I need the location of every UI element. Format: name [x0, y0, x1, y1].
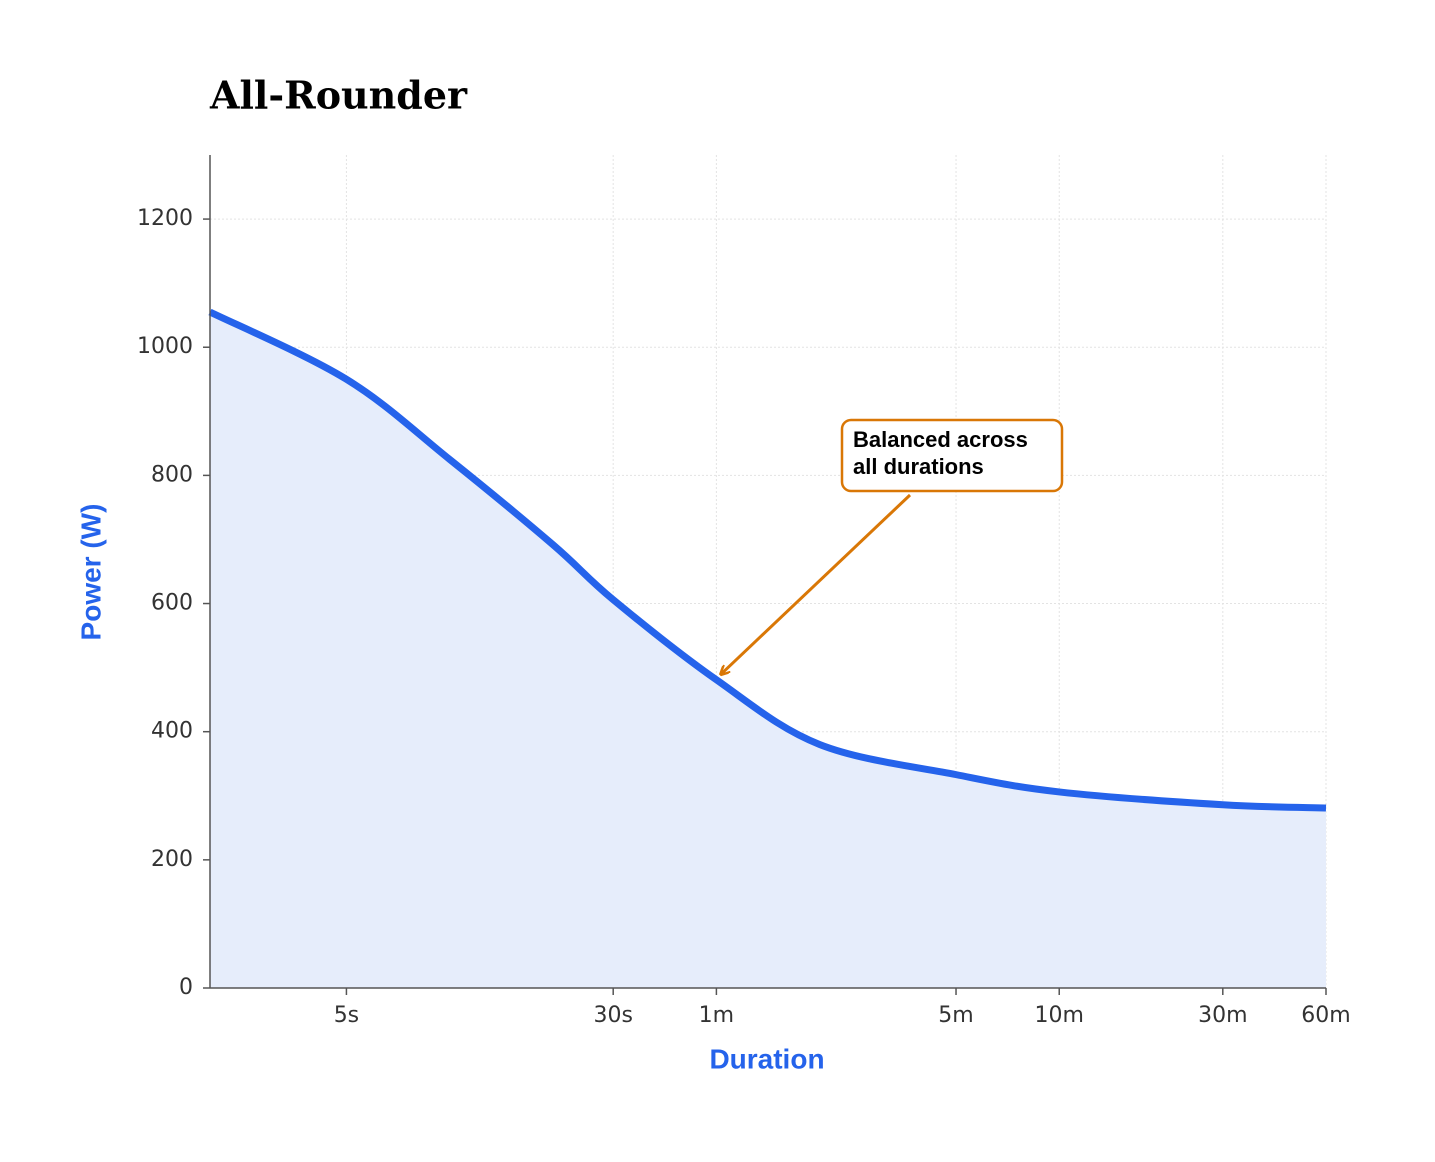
x-tick-label: 10m	[1035, 1003, 1084, 1028]
y-tick-label: 0	[179, 975, 193, 1000]
x-tick-label: 5s	[334, 1003, 359, 1028]
y-tick-label: 400	[151, 719, 193, 744]
y-tick-label: 200	[151, 847, 193, 872]
chart-title: All-Rounder	[209, 73, 468, 118]
area-fill	[210, 311, 1326, 988]
y-tick-label: 600	[151, 591, 193, 616]
x-tick-label: 1m	[699, 1003, 734, 1028]
annotation-arrow	[721, 493, 912, 674]
x-axis-label: Duration	[709, 1043, 824, 1074]
annotation-box	[840, 418, 1064, 493]
y-tick-label: 1200	[137, 206, 193, 231]
annotation-text: all durations	[853, 454, 984, 479]
x-tick-label: 60m	[1301, 1003, 1350, 1028]
y-tick-label: 800	[151, 462, 193, 487]
x-tick-label: 30m	[1198, 1003, 1247, 1028]
x-tick-label: 30s	[593, 1003, 632, 1028]
x-tick-label: 5m	[938, 1003, 973, 1028]
annotation-text: Balanced across	[853, 427, 1028, 452]
y-tick-label: 1000	[137, 334, 193, 359]
line	[208, 308, 1327, 812]
y-axis-label: Power (W)	[75, 504, 106, 641]
